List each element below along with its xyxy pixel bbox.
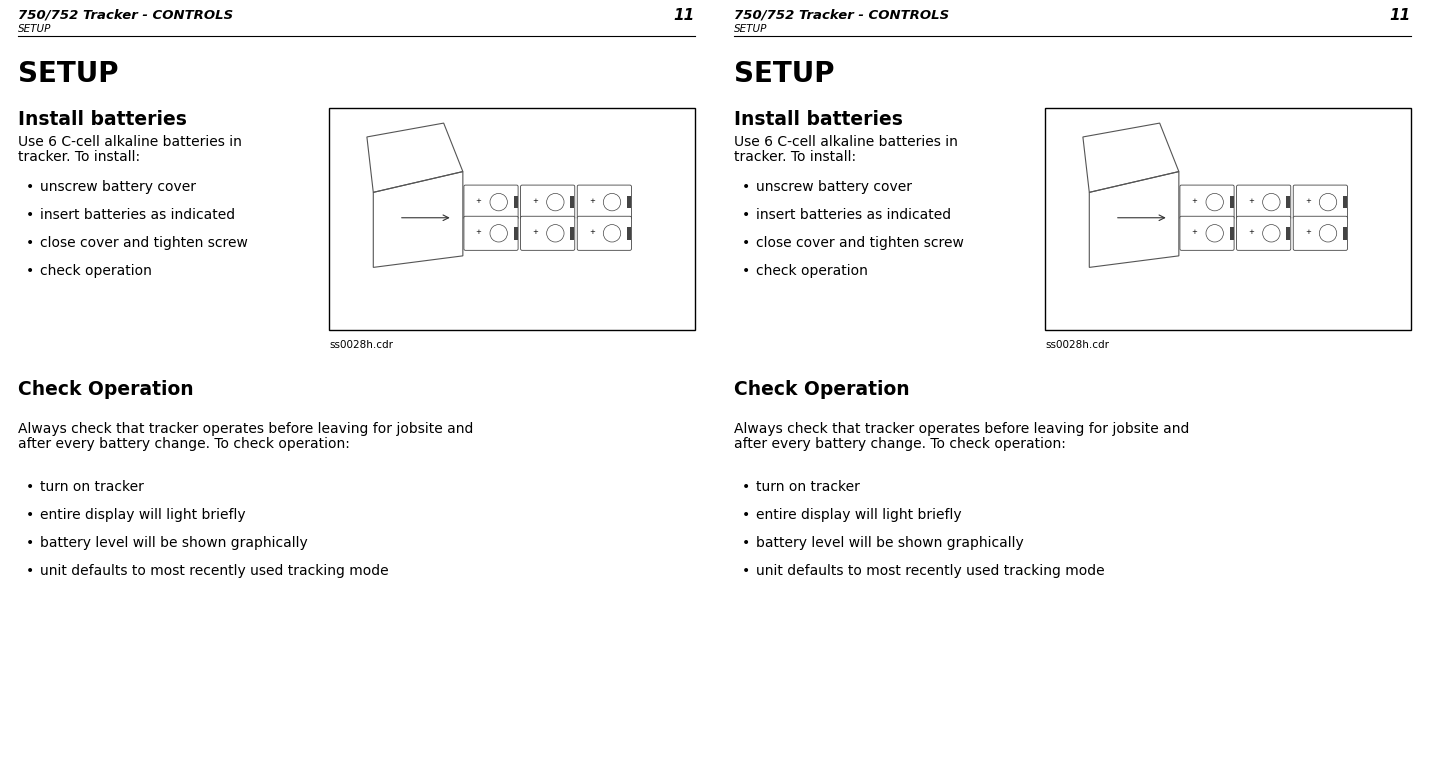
Text: +: + [1192, 197, 1198, 203]
Text: ss0028h.cdr: ss0028h.cdr [330, 340, 393, 350]
FancyBboxPatch shape [520, 185, 574, 219]
Bar [1046, 108, 1410, 330]
Text: SETUP: SETUP [735, 24, 767, 34]
Text: entire display will light briefly: entire display will light briefly [756, 508, 962, 522]
Text: SETUP: SETUP [735, 60, 835, 88]
Text: 750/752 Tracker - CONTROLS: 750/752 Tracker - CONTROLS [19, 8, 233, 21]
Text: •: • [26, 208, 34, 222]
Text: 11: 11 [1390, 8, 1410, 23]
FancyBboxPatch shape [1293, 185, 1348, 219]
FancyBboxPatch shape [1236, 185, 1290, 219]
FancyBboxPatch shape [464, 185, 519, 219]
Text: +: + [476, 229, 482, 235]
Text: battery level will be shown graphically: battery level will be shown graphically [756, 536, 1023, 550]
Text: Install batteries: Install batteries [735, 110, 903, 129]
Text: +: + [533, 197, 539, 203]
Bar [627, 196, 632, 208]
Text: Always check that tracker operates before leaving for jobsite and: Always check that tracker operates befor… [735, 422, 1189, 436]
Text: •: • [26, 236, 34, 250]
Text: tracker. To install:: tracker. To install: [19, 150, 140, 164]
Text: •: • [742, 536, 750, 550]
Text: +: + [1192, 229, 1198, 235]
Text: tracker. To install:: tracker. To install: [735, 150, 856, 164]
Text: •: • [742, 264, 750, 278]
Text: close cover and tighten screw: close cover and tighten screw [40, 236, 247, 250]
Text: unit defaults to most recently used tracking mode: unit defaults to most recently used trac… [40, 564, 389, 578]
Text: •: • [742, 236, 750, 250]
Text: insert batteries as indicated: insert batteries as indicated [756, 208, 952, 222]
Text: check operation: check operation [40, 264, 151, 278]
Text: +: + [1305, 197, 1310, 203]
Text: entire display will light briefly: entire display will light briefly [40, 508, 246, 522]
Text: 11: 11 [673, 8, 694, 23]
Text: unscrew battery cover: unscrew battery cover [40, 180, 196, 194]
Text: SETUP: SETUP [19, 24, 51, 34]
Text: •: • [26, 264, 34, 278]
Text: •: • [26, 180, 34, 194]
Bar [570, 227, 574, 239]
Text: •: • [742, 208, 750, 222]
FancyBboxPatch shape [577, 185, 632, 219]
FancyBboxPatch shape [464, 216, 519, 251]
Text: unit defaults to most recently used tracking mode: unit defaults to most recently used trac… [756, 564, 1105, 578]
Text: unscrew battery cover: unscrew battery cover [756, 180, 912, 194]
Text: •: • [26, 508, 34, 522]
Bar [627, 227, 632, 239]
Bar [1229, 196, 1233, 208]
FancyBboxPatch shape [1180, 185, 1235, 219]
Text: +: + [1249, 229, 1255, 235]
Bar [330, 108, 694, 330]
Text: after every battery change. To check operation:: after every battery change. To check ope… [19, 437, 350, 451]
Bar [1229, 227, 1233, 239]
FancyBboxPatch shape [577, 216, 632, 251]
Text: +: + [589, 229, 594, 235]
Text: turn on tracker: turn on tracker [756, 480, 860, 494]
Text: +: + [1249, 197, 1255, 203]
Text: Check Operation: Check Operation [735, 380, 910, 399]
Text: +: + [1305, 229, 1310, 235]
Text: Check Operation: Check Operation [19, 380, 193, 399]
Text: turn on tracker: turn on tracker [40, 480, 144, 494]
Text: +: + [533, 229, 539, 235]
FancyBboxPatch shape [1293, 216, 1348, 251]
Text: close cover and tighten screw: close cover and tighten screw [756, 236, 965, 250]
Bar [513, 196, 517, 208]
Text: Install batteries: Install batteries [19, 110, 187, 129]
Text: insert batteries as indicated: insert batteries as indicated [40, 208, 236, 222]
Bar [570, 196, 574, 208]
Text: •: • [26, 480, 34, 494]
Text: •: • [26, 536, 34, 550]
FancyBboxPatch shape [520, 216, 574, 251]
Text: +: + [476, 197, 482, 203]
Text: Use 6 C-cell alkaline batteries in: Use 6 C-cell alkaline batteries in [735, 135, 957, 149]
Text: •: • [26, 564, 34, 578]
Text: ss0028h.cdr: ss0028h.cdr [1046, 340, 1109, 350]
Text: 750/752 Tracker - CONTROLS: 750/752 Tracker - CONTROLS [735, 8, 949, 21]
Text: •: • [742, 180, 750, 194]
Bar [1286, 227, 1290, 239]
Bar [1343, 227, 1348, 239]
Text: +: + [589, 197, 594, 203]
Text: SETUP: SETUP [19, 60, 119, 88]
Text: Always check that tracker operates before leaving for jobsite and: Always check that tracker operates befor… [19, 422, 473, 436]
Bar [513, 227, 517, 239]
FancyBboxPatch shape [1180, 216, 1235, 251]
Bar [1286, 196, 1290, 208]
Text: •: • [742, 564, 750, 578]
Bar [1343, 196, 1348, 208]
Text: •: • [742, 508, 750, 522]
FancyBboxPatch shape [1236, 216, 1290, 251]
Text: after every battery change. To check operation:: after every battery change. To check ope… [735, 437, 1066, 451]
Text: •: • [742, 480, 750, 494]
Text: battery level will be shown graphically: battery level will be shown graphically [40, 536, 307, 550]
Text: check operation: check operation [756, 264, 867, 278]
Text: Use 6 C-cell alkaline batteries in: Use 6 C-cell alkaline batteries in [19, 135, 242, 149]
